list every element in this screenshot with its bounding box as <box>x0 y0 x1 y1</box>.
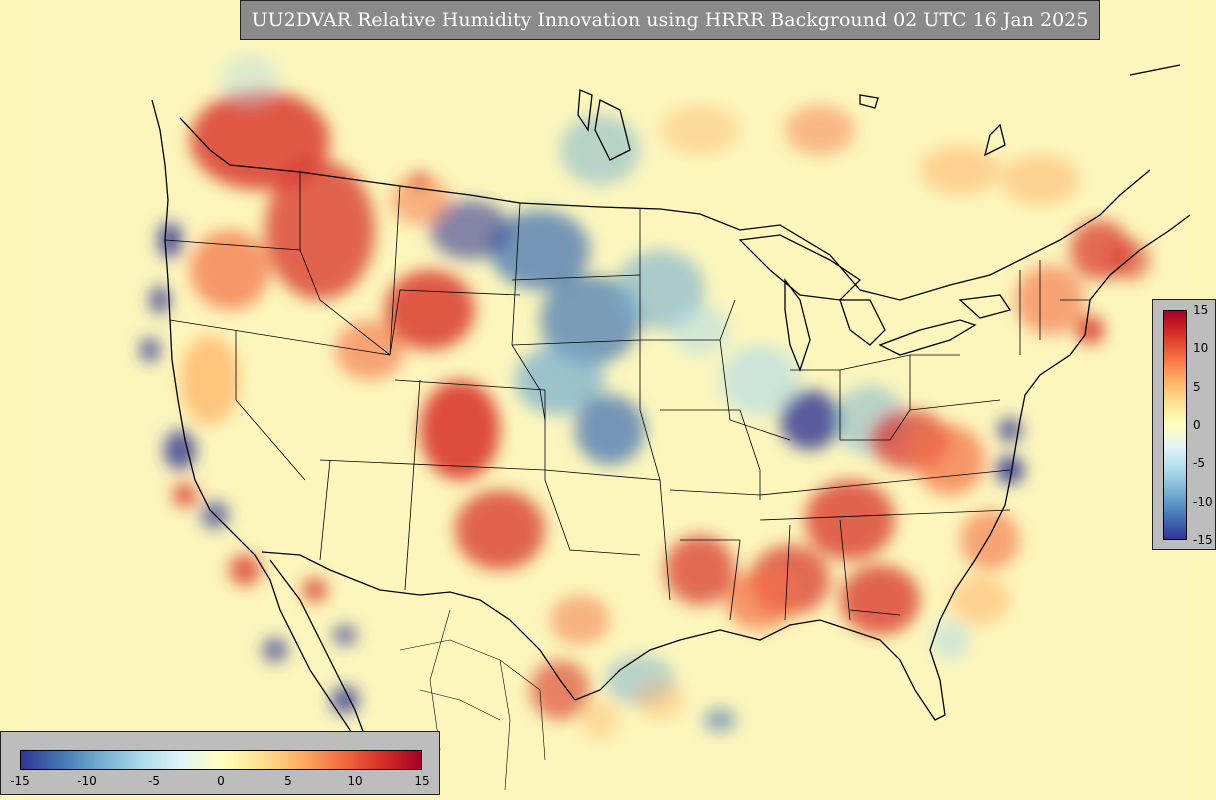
humidity-anomaly-patch <box>390 175 450 225</box>
colorbar-tick-label: -5 <box>1193 456 1205 470</box>
humidity-anomaly-patch <box>490 210 590 290</box>
humidity-anomaly-patch <box>580 700 620 740</box>
colorbar-tick-label: -5 <box>148 774 160 788</box>
humidity-anomaly-patch <box>915 425 985 495</box>
humidity-anomaly-patch <box>420 380 500 480</box>
humidity-anomaly-patch <box>960 510 1020 570</box>
colorbar-tick-label: -10 <box>1193 495 1213 509</box>
colorbar-tick-label: -10 <box>77 774 97 788</box>
humidity-anomaly-patch <box>704 708 736 732</box>
country-boundaries <box>151 64 1191 791</box>
state-boundaries <box>164 172 1090 621</box>
humidity-anomaly-patch <box>950 575 1010 625</box>
humidity-anomaly-patch <box>920 145 1000 195</box>
colorbar-tick-label: 0 <box>217 774 225 788</box>
map-title: UU2DVAR Relative Humidity Innovation usi… <box>251 9 1089 31</box>
vertical-colorbar-ramp <box>1163 310 1187 540</box>
humidity-anomaly-patch <box>515 345 605 415</box>
mexico-state-boundaries <box>399 609 546 791</box>
colorbar-tick-label: 10 <box>347 774 363 788</box>
map-title-box: UU2DVAR Relative Humidity Innovation usi… <box>240 0 1100 40</box>
humidity-anomaly-patch <box>265 160 375 300</box>
humidity-anomaly-patch <box>455 490 545 570</box>
colorbar-tick-label: 5 <box>284 774 292 788</box>
humidity-anomaly-patch <box>660 105 740 155</box>
humidity-anomaly-patch <box>150 286 170 314</box>
horizontal-colorbar: -15 -10 -5 0 5 10 15 <box>0 731 440 795</box>
colorbar-tick-label: -15 <box>10 774 30 788</box>
horizontal-colorbar-ramp <box>20 750 422 770</box>
humidity-anomaly-patch <box>998 418 1022 442</box>
humidity-anomaly-patch <box>335 320 405 380</box>
humidity-anomaly-patch <box>140 338 160 362</box>
humidity-field <box>140 55 1150 740</box>
humidity-anomaly-patch <box>1000 155 1080 205</box>
humidity-anomaly-patch <box>164 430 196 470</box>
humidity-anomaly-patch <box>540 275 640 365</box>
humidity-anomaly-patch <box>575 395 645 465</box>
humidity-anomaly-patch <box>263 638 287 662</box>
humidity-anomaly-patch <box>220 55 280 105</box>
humidity-anomaly-patch <box>805 480 895 560</box>
humidity-anomaly-patch <box>780 390 840 450</box>
vertical-colorbar: 15 10 5 0 -5 -10 -15 <box>1152 299 1216 550</box>
humidity-anomaly-patch <box>550 595 610 645</box>
humidity-anomaly-patch <box>229 554 261 586</box>
humidity-anomaly-patch <box>665 535 735 605</box>
colorbar-tick-label: 15 <box>1193 303 1209 317</box>
humidity-anomaly-patch <box>303 578 327 602</box>
humidity-anomaly-patch <box>331 686 359 714</box>
humidity-anomaly-patch <box>785 105 855 155</box>
colorbar-tick-label: 10 <box>1193 341 1209 355</box>
humidity-anomaly-patch <box>840 565 920 635</box>
humidity-anomaly-patch <box>1110 240 1150 280</box>
colorbar-tick-label: 0 <box>1193 418 1201 432</box>
humidity-anomaly-patch <box>560 115 640 185</box>
humidity-anomaly-patch <box>333 625 357 645</box>
humidity-anomaly-patch <box>930 620 970 660</box>
humidity-anomaly-patch <box>180 335 240 425</box>
humidity-anomaly-patch <box>635 680 685 720</box>
humidity-anomaly-patch <box>190 90 330 190</box>
humidity-anomaly-patch <box>720 345 800 415</box>
colorbar-tick-label: -15 <box>1193 533 1213 547</box>
humidity-anomaly-patch <box>1076 316 1104 344</box>
humidity-anomaly-patch <box>725 570 795 630</box>
humidity-anomaly-patch <box>430 200 510 260</box>
colorbar-tick-label: 15 <box>414 774 430 788</box>
humidity-anomaly-patch <box>530 660 590 720</box>
colorbar-tick-label: 5 <box>1193 380 1201 394</box>
humidity-anomaly-patch <box>412 172 428 188</box>
humidity-anomaly-patch <box>1015 265 1085 335</box>
humidity-anomaly-patch <box>190 230 270 310</box>
humidity-anomaly-patch <box>173 483 197 507</box>
humidity-anomaly-patch <box>670 305 730 355</box>
